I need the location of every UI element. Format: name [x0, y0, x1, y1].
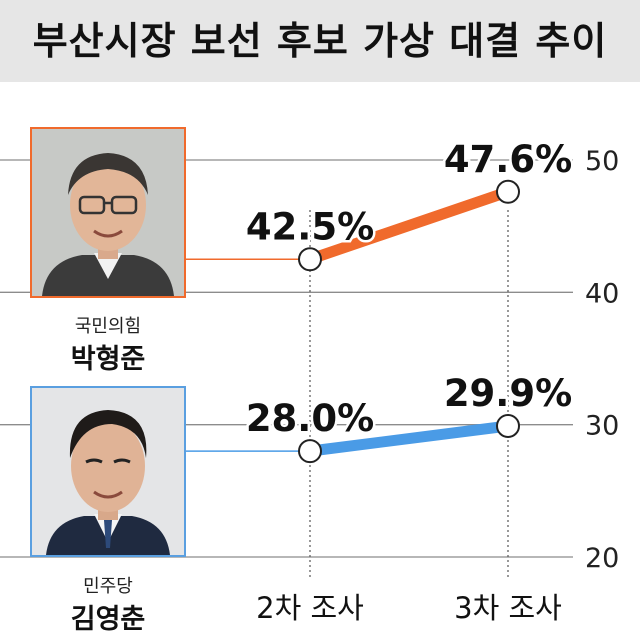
data-label: 29.9% [444, 372, 572, 415]
candidate-1-name: 박형준 [70, 344, 146, 375]
candidate-photo-2 [30, 386, 186, 557]
y-tick-label: 30 [585, 411, 619, 442]
y-tick-label: 20 [585, 543, 619, 574]
data-point [298, 439, 322, 464]
data-label: 47.6% [444, 138, 572, 181]
data-point [496, 413, 520, 438]
candidate-1-party: 국민의힘 [74, 316, 142, 337]
data-label: 28.0% [246, 397, 374, 440]
series-line [304, 420, 514, 457]
title-bar [0, 0, 640, 82]
x-tick-label: 2차 조사 [256, 591, 364, 625]
portrait-icon [32, 129, 184, 296]
candidate-photo-1 [30, 127, 186, 298]
series-line [304, 186, 514, 265]
y-tick-label: 50 [585, 146, 619, 177]
data-point [298, 247, 322, 272]
x-tick-label: 3차 조사 [454, 591, 562, 625]
portrait-icon [32, 388, 184, 555]
chart-title: 부산시장 보선 후보 가상 대결 추이 [32, 19, 608, 63]
candidate-2-party: 민주당 [83, 576, 133, 597]
candidate-2-name: 김영춘 [70, 604, 146, 635]
data-label: 42.5% [246, 205, 374, 248]
data-point [496, 179, 520, 204]
y-tick-label: 40 [585, 278, 619, 309]
